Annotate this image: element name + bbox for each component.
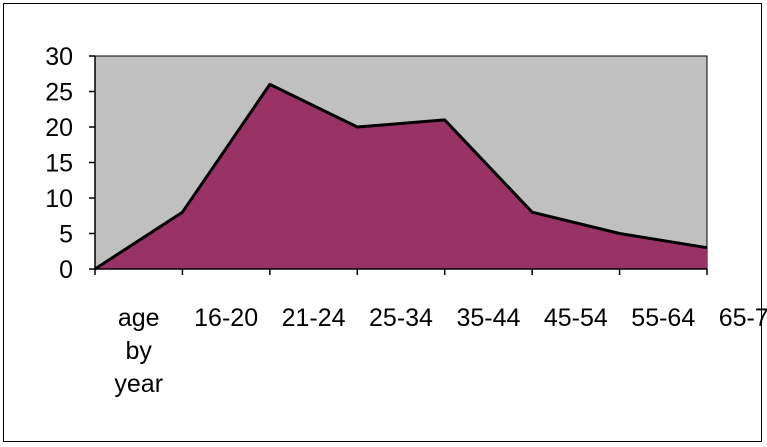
x-tick-label: 55-64: [631, 304, 695, 332]
x-tick-label: 21-24: [282, 304, 346, 332]
y-tick-label: 25: [45, 79, 73, 107]
y-tick-label: 20: [45, 114, 73, 142]
y-tick-label: 10: [45, 185, 73, 213]
y-tick-label: 15: [45, 150, 73, 178]
x-tick-label: 65-74: [719, 304, 767, 332]
area-series-line: [94, 82, 708, 271]
x-tick-label: 25-34: [369, 304, 433, 332]
x-tick-label: 16-20: [194, 304, 258, 332]
area-series-fill: [95, 84, 707, 270]
x-tick-label: 35-44: [456, 304, 520, 332]
y-tick-label: 5: [59, 221, 73, 249]
x-tick-label: age by year: [114, 304, 163, 398]
y-tick-label: 30: [45, 43, 73, 71]
x-tick-label: 45-54: [544, 304, 608, 332]
y-tick-label: 0: [59, 256, 73, 284]
